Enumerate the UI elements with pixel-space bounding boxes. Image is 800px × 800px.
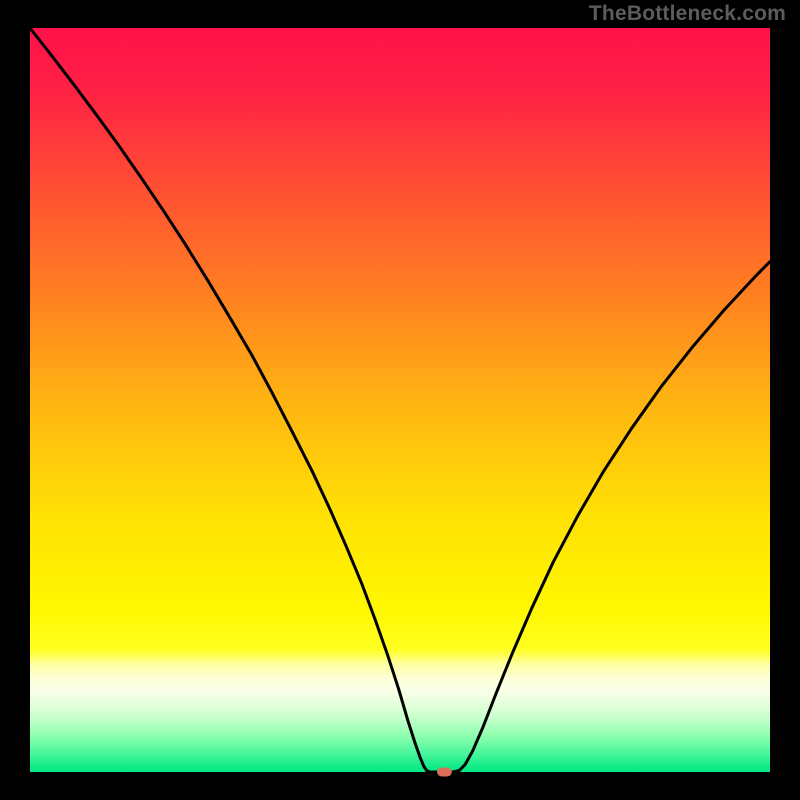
bottleneck-chart — [0, 0, 800, 800]
gradient-background — [30, 28, 770, 772]
chart-frame: TheBottleneck.com — [0, 0, 800, 800]
optimal-point-marker — [437, 768, 452, 777]
watermark-text: TheBottleneck.com — [589, 2, 786, 26]
